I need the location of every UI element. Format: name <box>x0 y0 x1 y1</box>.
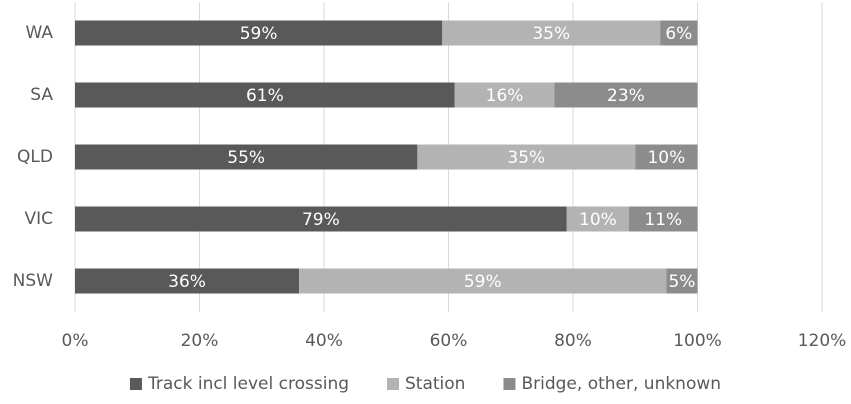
data-label: 61% <box>246 86 284 106</box>
bar-segment <box>75 82 455 108</box>
data-label: 6% <box>665 24 692 44</box>
y-tick-label: SA <box>30 85 53 105</box>
bar-segment <box>666 268 698 294</box>
legend-label: Track incl level crossing <box>147 374 349 394</box>
y-tick-label: VIC <box>24 209 53 229</box>
data-label: 36% <box>168 272 206 292</box>
bar-segment <box>442 20 661 46</box>
data-label: 10% <box>579 210 617 230</box>
data-label: 59% <box>464 272 502 292</box>
data-label: 79% <box>302 210 340 230</box>
legend-label: Station <box>405 374 465 394</box>
y-tick-label: NSW <box>13 271 54 291</box>
bar-segment <box>75 20 443 46</box>
data-label: 59% <box>240 24 278 44</box>
bar-segment <box>660 20 698 46</box>
bar-segment <box>75 144 418 170</box>
bar-segment <box>629 206 698 232</box>
legend-swatch <box>387 378 400 390</box>
legend-swatch <box>503 378 516 390</box>
y-tick-label: WA <box>25 23 53 43</box>
x-tick-label: 60% <box>430 331 468 351</box>
x-tick-label: 40% <box>305 331 343 351</box>
data-label: 35% <box>532 24 570 44</box>
bar-segment <box>299 268 667 294</box>
bar-segment <box>454 82 555 108</box>
bar-segment <box>75 268 300 294</box>
data-label: 5% <box>668 272 695 292</box>
legend-swatch <box>129 378 142 390</box>
x-tick-label: 100% <box>673 331 722 351</box>
data-label: 11% <box>644 210 682 230</box>
bar-segment <box>566 206 630 232</box>
bar-segment <box>635 144 698 170</box>
bar-segment <box>75 206 567 232</box>
x-tick-label: 80% <box>554 331 592 351</box>
y-tick-label: QLD <box>17 147 53 167</box>
bar-segment <box>417 144 636 170</box>
data-label: 16% <box>486 86 524 106</box>
data-label: 55% <box>227 148 265 168</box>
x-tick-label: 0% <box>62 331 89 351</box>
x-tick-label: 120% <box>798 331 847 351</box>
bar-segment <box>554 82 698 108</box>
data-label: 23% <box>607 86 645 106</box>
x-tick-label: 20% <box>181 331 219 351</box>
legend-label: Bridge, other, unknown <box>521 374 721 394</box>
data-label: 10% <box>647 148 685 168</box>
data-label: 35% <box>507 148 545 168</box>
